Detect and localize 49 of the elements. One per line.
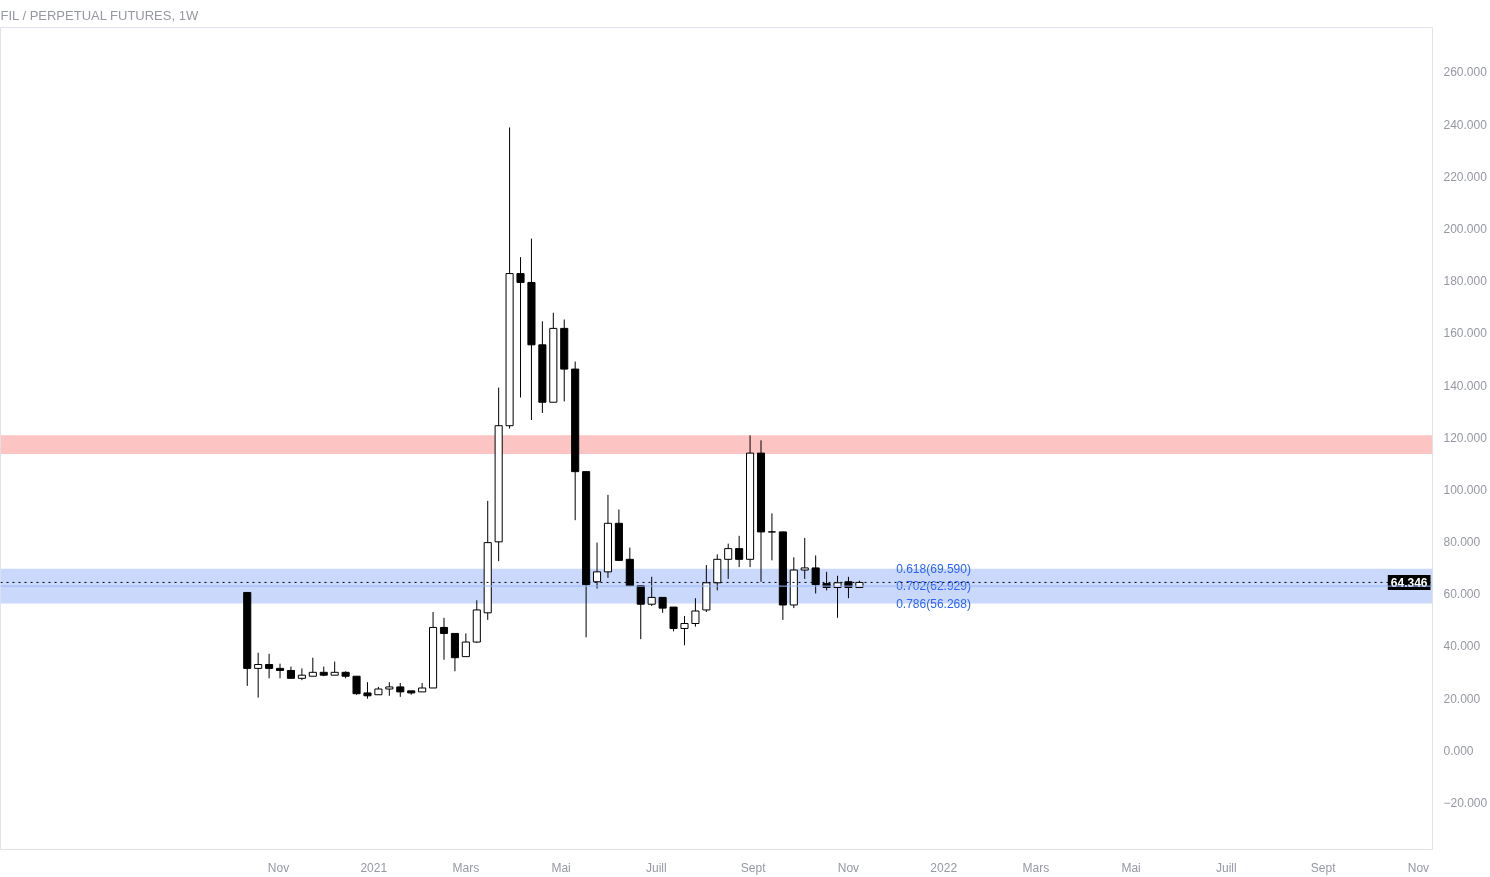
- candlestick: [636, 585, 645, 640]
- x-tick-label: 2021: [360, 860, 388, 875]
- x-tick-label: Juill: [1216, 860, 1237, 875]
- candlestick: [680, 615, 689, 646]
- candlestick: [735, 535, 744, 568]
- x-tick-label: Mars: [1022, 860, 1050, 875]
- chart-title: FIL / PERPETUAL FUTURES, 1W: [0, 7, 199, 23]
- y-tick-label: 100.000: [1443, 482, 1488, 497]
- x-tick-label: Mai: [551, 860, 571, 875]
- x-tick-label: Juill: [646, 860, 667, 875]
- annotation: 0.786(56.268): [896, 596, 971, 611]
- x-tick-label: Nov: [837, 860, 860, 875]
- y-tick-label: 240.000: [1443, 117, 1488, 132]
- candlestick: [308, 657, 317, 677]
- y-tick-label: 160.000: [1443, 326, 1488, 341]
- candlestick: [724, 543, 733, 580]
- y-tick-label: −20.000: [1443, 796, 1488, 811]
- candlestick: [254, 652, 263, 699]
- x-tick-label: Nov: [267, 860, 290, 875]
- y-tick-label: 80.000: [1443, 535, 1481, 550]
- x-tick-label: Nov: [1407, 860, 1430, 875]
- candlestick: [691, 597, 700, 628]
- x-tick-label: 2022: [930, 860, 958, 875]
- y-tick-label: 20.000: [1443, 691, 1481, 706]
- y-tick-label: 0.000: [1443, 743, 1474, 758]
- candlestick: [516, 256, 525, 399]
- x-tick-label: Sept: [1310, 860, 1337, 875]
- y-tick-label: 60.000: [1443, 587, 1481, 602]
- y-tick-label: 200.000: [1443, 221, 1488, 236]
- candlestick: [461, 632, 470, 658]
- candlestick: [352, 675, 361, 696]
- candlestick: [767, 512, 776, 561]
- y-tick-label: 180.000: [1443, 274, 1488, 289]
- annotation: 0.618(69.590): [896, 561, 971, 576]
- y-tick-label: 220.000: [1443, 169, 1488, 184]
- y-tick-label: 40.000: [1443, 639, 1481, 654]
- x-tick-label: Mars: [452, 860, 480, 875]
- y-tick-label: 120.000: [1443, 430, 1488, 445]
- x-tick-label: Sept: [740, 860, 767, 875]
- candlestick: [800, 537, 809, 580]
- x-tick-label: Mai: [1121, 860, 1141, 875]
- y-tick-label: 260.000: [1443, 65, 1488, 80]
- annotation: 0.702(62.929): [896, 579, 971, 594]
- candlestick: [669, 606, 678, 632]
- candlestick: [297, 667, 306, 681]
- candlestick: [275, 663, 285, 679]
- candlestick: [265, 653, 274, 679]
- candlestick: [439, 617, 449, 661]
- y-tick-label: 140.000: [1443, 378, 1488, 393]
